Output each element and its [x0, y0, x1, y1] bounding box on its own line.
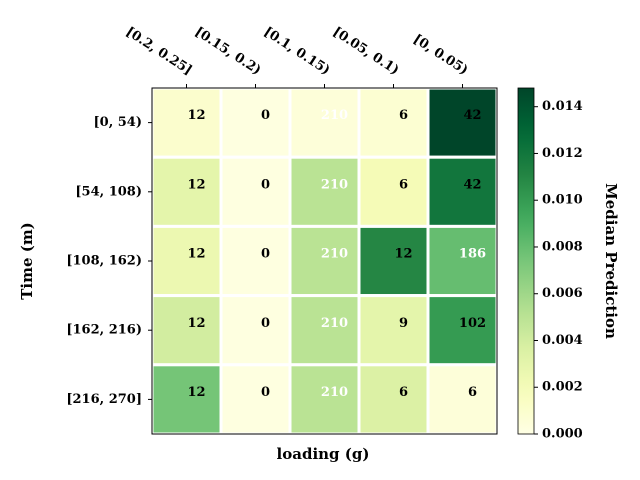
cell-label: 0 [261, 385, 270, 400]
cell-label: 210 [321, 316, 348, 331]
cell-label: 210 [321, 177, 348, 192]
cell-label: 6 [399, 177, 408, 192]
colorbar-tick-label: 0.002 [542, 380, 583, 395]
x-tick-label: [0.05, 0.1) [330, 25, 402, 79]
heatmap-cell [357, 155, 430, 228]
heatmap-cell [219, 224, 292, 298]
cell-label: 12 [187, 177, 205, 192]
cell-label: 210 [321, 385, 348, 400]
heatmap-cell [426, 363, 499, 436]
x-tick-label: [0.15, 0.2) [192, 25, 264, 79]
cell-label: 6 [399, 385, 408, 400]
y-tick-label: [216, 270] [66, 392, 142, 407]
x-tick-label: [0.2, 0.25] [123, 25, 195, 79]
y-tick-label: [0, 54) [94, 115, 143, 130]
cell-label: 0 [261, 177, 270, 192]
heatmap-cell [219, 294, 292, 367]
y-tick-label: [108, 162) [66, 254, 142, 269]
colorbar-tick-label: 0.014 [542, 99, 583, 114]
colorbar-tick-label: 0.000 [542, 427, 583, 442]
heatmap-cell [150, 363, 223, 436]
y-tick-label: [162, 216) [66, 323, 142, 338]
heatmap-cell [426, 224, 499, 298]
heatmap-cell [288, 294, 361, 367]
cell-label: 12 [187, 247, 205, 262]
colorbar-tick-label: 0.010 [542, 193, 583, 208]
colorbar-tick-label: 0.006 [542, 286, 583, 301]
cell-label: 12 [187, 108, 205, 123]
cell-label: 12 [394, 247, 412, 262]
heatmap-cell [426, 155, 499, 228]
x-tick-label: [0.1, 0.15) [261, 25, 333, 79]
cell-label: 9 [399, 316, 408, 331]
heatmap-cell [357, 363, 430, 436]
colorbar-label: Median Prediction [602, 183, 620, 339]
heatmap-cell [357, 86, 430, 159]
cell-label: 42 [463, 177, 481, 192]
y-tick-label: [54, 108) [75, 184, 142, 199]
colorbar [517, 87, 535, 435]
cell-label: 12 [187, 316, 205, 331]
heatmap-cell [357, 294, 430, 367]
heatmap-cell [219, 155, 292, 228]
cell-label: 42 [463, 108, 481, 123]
heatmap-cell [288, 224, 361, 298]
heatmap-cell [219, 86, 292, 159]
heatmap-cell [219, 363, 292, 436]
y-axis-label: Time (m) [18, 222, 36, 300]
x-axis-label: loading (g) [277, 445, 370, 463]
colorbar-tick-label: 0.004 [542, 333, 583, 348]
cell-label: 12 [187, 385, 205, 400]
cell-label: 0 [261, 316, 270, 331]
cell-label: 0 [261, 108, 270, 123]
cell-label: 0 [261, 247, 270, 262]
x-tick-label: [0, 0.05) [410, 32, 470, 78]
cell-label: 6 [468, 385, 477, 400]
colorbar-tick-label: 0.012 [542, 146, 583, 161]
cell-label: 186 [459, 247, 486, 262]
cell-label: 210 [321, 247, 348, 262]
colorbar-tick-label: 0.008 [542, 239, 583, 254]
cell-label: 210 [321, 108, 348, 123]
cell-label: 102 [459, 316, 486, 331]
cell-label: 6 [399, 108, 408, 123]
